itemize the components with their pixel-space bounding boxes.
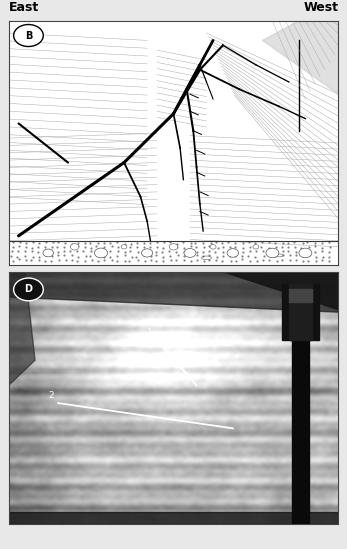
Circle shape [210, 245, 216, 249]
Circle shape [14, 25, 43, 47]
Circle shape [169, 244, 178, 250]
Circle shape [43, 249, 53, 257]
Circle shape [266, 248, 279, 257]
Polygon shape [9, 512, 338, 524]
Polygon shape [223, 272, 338, 310]
Polygon shape [9, 272, 35, 385]
Circle shape [70, 244, 79, 250]
Text: D: D [24, 284, 33, 294]
Text: 2: 2 [48, 391, 54, 400]
Text: West: West [303, 1, 338, 14]
Polygon shape [9, 272, 338, 312]
Text: East: East [9, 1, 39, 14]
Circle shape [299, 248, 312, 257]
Circle shape [14, 278, 43, 301]
Polygon shape [262, 21, 338, 94]
Circle shape [253, 245, 259, 249]
Text: 1: 1 [147, 328, 153, 337]
Circle shape [227, 249, 239, 257]
Polygon shape [292, 335, 309, 524]
Ellipse shape [275, 254, 283, 257]
Text: B: B [25, 31, 32, 41]
Ellipse shape [202, 256, 211, 260]
Circle shape [94, 248, 108, 258]
Circle shape [184, 249, 196, 257]
Polygon shape [289, 289, 312, 302]
Circle shape [142, 249, 153, 257]
Circle shape [121, 245, 127, 249]
Polygon shape [282, 284, 319, 340]
Polygon shape [289, 284, 312, 340]
